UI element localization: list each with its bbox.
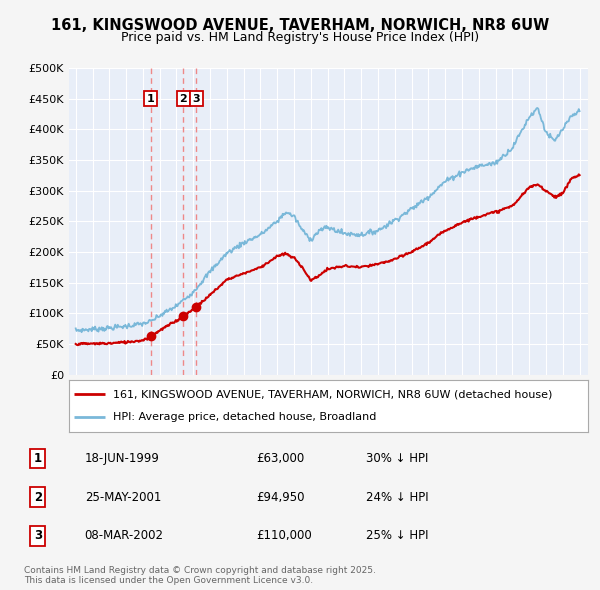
Text: 25-MAY-2001: 25-MAY-2001 xyxy=(85,490,161,504)
Text: 3: 3 xyxy=(193,94,200,103)
Text: 18-JUN-1999: 18-JUN-1999 xyxy=(85,452,160,465)
Text: 1: 1 xyxy=(34,452,42,465)
Text: 25% ↓ HPI: 25% ↓ HPI xyxy=(366,529,429,542)
Text: 08-MAR-2002: 08-MAR-2002 xyxy=(85,529,164,542)
Text: 161, KINGSWOOD AVENUE, TAVERHAM, NORWICH, NR8 6UW: 161, KINGSWOOD AVENUE, TAVERHAM, NORWICH… xyxy=(51,18,549,32)
Text: Contains HM Land Registry data © Crown copyright and database right 2025.
This d: Contains HM Land Registry data © Crown c… xyxy=(24,566,376,585)
Text: 161, KINGSWOOD AVENUE, TAVERHAM, NORWICH, NR8 6UW (detached house): 161, KINGSWOOD AVENUE, TAVERHAM, NORWICH… xyxy=(113,389,553,399)
Text: £63,000: £63,000 xyxy=(256,452,304,465)
Text: £94,950: £94,950 xyxy=(256,490,304,504)
Text: Price paid vs. HM Land Registry's House Price Index (HPI): Price paid vs. HM Land Registry's House … xyxy=(121,31,479,44)
Text: 2: 2 xyxy=(179,94,187,103)
Text: 3: 3 xyxy=(34,529,42,542)
Text: 24% ↓ HPI: 24% ↓ HPI xyxy=(366,490,429,504)
Text: 1: 1 xyxy=(147,94,155,103)
Text: 2: 2 xyxy=(34,490,42,504)
Text: £110,000: £110,000 xyxy=(256,529,311,542)
Text: 30% ↓ HPI: 30% ↓ HPI xyxy=(366,452,428,465)
Text: HPI: Average price, detached house, Broadland: HPI: Average price, detached house, Broa… xyxy=(113,412,376,422)
